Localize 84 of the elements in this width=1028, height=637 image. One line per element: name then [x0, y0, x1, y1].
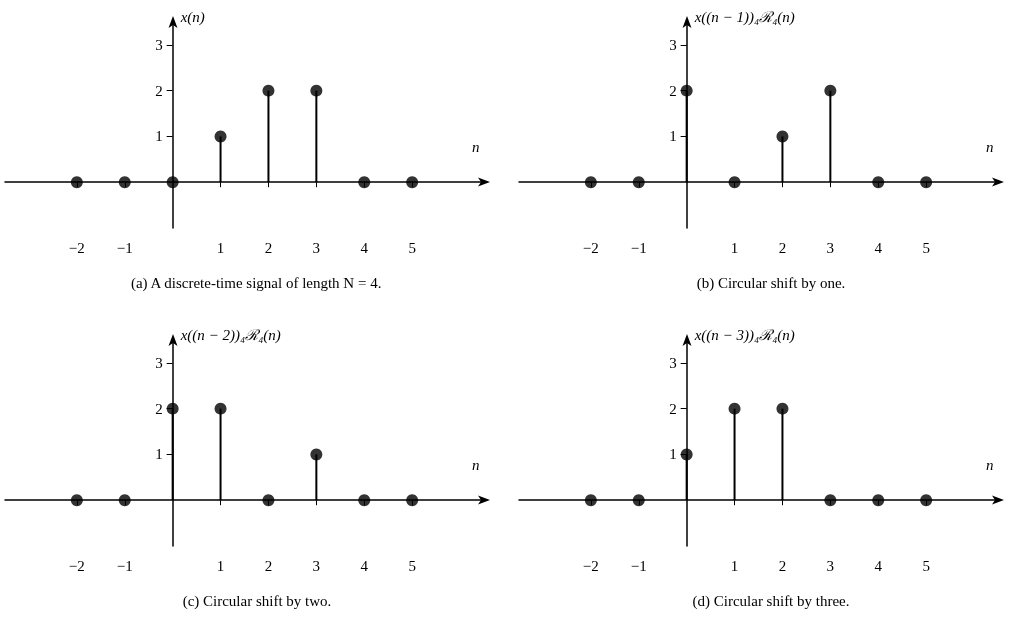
x-tick-label: 5 [408, 557, 416, 574]
y-tick-label: 1 [155, 128, 163, 145]
x-tick-label: −1 [630, 557, 647, 574]
point [824, 494, 837, 507]
x-tick-label: 4 [874, 557, 883, 574]
point [728, 176, 741, 189]
text: (b) Circular shift by one. [696, 274, 846, 292]
x-tick-label: 1 [730, 239, 739, 256]
x-axis-title: n [472, 138, 480, 155]
point [118, 494, 131, 507]
x-tick-label: 2 [264, 239, 273, 256]
point [584, 176, 597, 189]
x-tick-label: 2 [778, 557, 787, 574]
point [680, 84, 693, 97]
point [872, 176, 885, 189]
y-tick-label: 1 [155, 446, 163, 463]
y-axis-title: x((n − 2))₄ℛ₄(n) [179, 326, 281, 344]
point [824, 84, 837, 97]
point [406, 176, 419, 189]
point [310, 84, 323, 97]
point [632, 176, 645, 189]
y-tick-label: 3 [155, 354, 163, 371]
point [584, 494, 597, 507]
text: (c) Circular shift by two. [182, 592, 332, 610]
x-tick-label: −2 [68, 557, 85, 574]
point [214, 402, 227, 415]
y-tick-label: 3 [669, 354, 677, 371]
point [632, 494, 645, 507]
y-tick-label: 2 [669, 400, 677, 417]
x-tick-label: 5 [408, 239, 416, 256]
point [310, 448, 323, 461]
point [872, 494, 885, 507]
y-axis-title: x((n − 3))₄ℛ₄(n) [693, 326, 795, 344]
x-tick-label: −2 [68, 239, 85, 256]
point [728, 402, 741, 415]
x-tick-label: 3 [826, 557, 835, 574]
y-tick-label: 2 [669, 82, 677, 99]
point [776, 130, 789, 143]
y-tick-label: 2 [155, 400, 163, 417]
text: (a) A discrete-time signal of length N = 4. [130, 274, 382, 292]
point [920, 494, 933, 507]
point [262, 494, 275, 507]
x-tick-label: −1 [630, 239, 647, 256]
y-tick-label: 3 [669, 36, 677, 53]
point [118, 176, 131, 189]
point [214, 130, 227, 143]
x-tick-label: 4 [360, 557, 369, 574]
point [406, 494, 419, 507]
x-tick-label: 1 [216, 557, 225, 574]
point [776, 402, 789, 415]
x-tick-label: −2 [582, 239, 599, 256]
y-axis-title: x(n) [179, 8, 205, 26]
x-tick-label: −1 [116, 557, 133, 574]
point [70, 494, 83, 507]
y-tick-label: 1 [669, 128, 677, 145]
y-tick-label: 1 [669, 446, 677, 463]
x-tick-label: −1 [116, 239, 133, 256]
x-tick-label: −2 [582, 557, 599, 574]
x-tick-label: 4 [360, 239, 369, 256]
x-tick-label: 2 [264, 557, 273, 574]
point [358, 494, 371, 507]
x-tick-label: 3 [312, 557, 321, 574]
x-tick-label: 3 [826, 239, 835, 256]
x-tick-label: 5 [922, 557, 930, 574]
point [920, 176, 933, 189]
x-axis-title: n [986, 456, 994, 473]
x-tick-label: 1 [730, 557, 739, 574]
point [166, 402, 179, 415]
point [358, 176, 371, 189]
x-axis-title: n [472, 456, 480, 473]
x-tick-label: 2 [778, 239, 787, 256]
x-tick-label: 4 [874, 239, 883, 256]
y-tick-label: 3 [155, 36, 163, 53]
point [70, 176, 83, 189]
text: (d) Circular shift by three. [692, 592, 850, 610]
y-tick-label: 2 [155, 82, 163, 99]
point [262, 84, 275, 97]
point [680, 448, 693, 461]
x-axis-title: n [986, 138, 994, 155]
x-tick-label: 1 [216, 239, 225, 256]
point [166, 176, 179, 189]
y-axis-title: x((n − 1))₄ℛ₄(n) [693, 8, 795, 26]
x-tick-label: 3 [312, 239, 321, 256]
x-tick-label: 5 [922, 239, 930, 256]
